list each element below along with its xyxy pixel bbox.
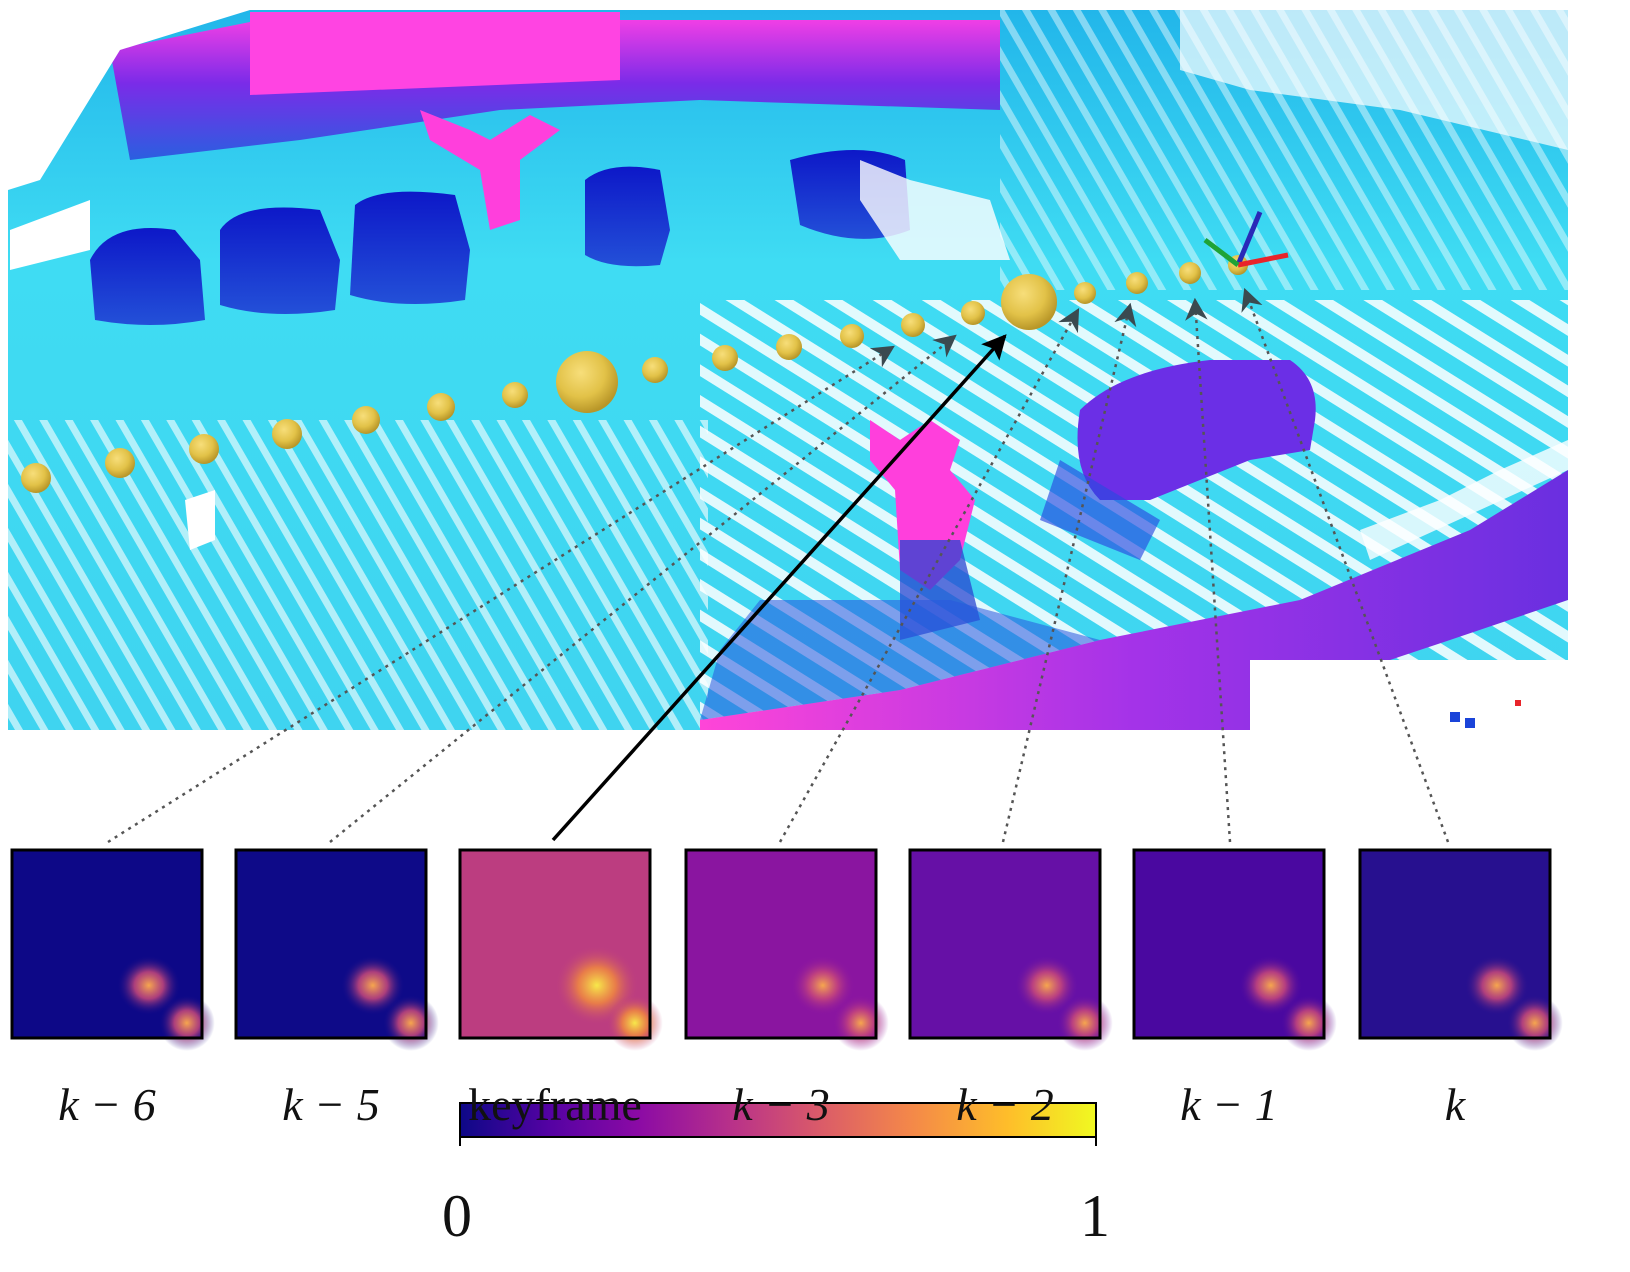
tree-left — [420, 110, 560, 230]
right-building — [1180, 10, 1568, 150]
panel-label-2: keyframe — [468, 1079, 642, 1130]
heatmap-frame — [684, 848, 878, 1040]
panel-label-3: k − 3 — [732, 1079, 830, 1130]
heatmap-hotspot — [1014, 955, 1079, 1016]
trajectory-pose-14 — [1001, 274, 1057, 330]
heatmap-corner-spot — [606, 994, 663, 1051]
heatmap-panels — [10, 848, 1563, 1051]
heatmap-panel-5 — [1132, 848, 1337, 1051]
panel-label-1: k − 5 — [282, 1079, 380, 1130]
trajectory-pose-17 — [1179, 262, 1201, 284]
trajectory-pose-15 — [1074, 282, 1096, 304]
trajectory-pose-6 — [502, 382, 528, 408]
car-2 — [220, 207, 340, 314]
top-left-white — [8, 10, 250, 190]
heatmap-panel-4 — [908, 848, 1113, 1051]
colorbar — [459, 1102, 1097, 1146]
heatmap-panel-0 — [10, 848, 215, 1051]
trajectory-pose-3 — [272, 419, 302, 449]
blue-speck-1 — [1450, 712, 1460, 722]
trajectory-pose-2 — [189, 434, 219, 464]
trajectory-pose-11 — [840, 324, 864, 348]
white-gap-center — [860, 160, 1010, 260]
trajectory-pose-8 — [642, 357, 668, 383]
trajectory-pose-7 — [556, 351, 618, 413]
panel-label-0: k − 6 — [58, 1079, 156, 1130]
bottom-white-right — [1250, 660, 1568, 730]
car-right — [1077, 360, 1316, 500]
panel-label-5: k − 1 — [1180, 1079, 1278, 1130]
top-wall-magenta — [250, 12, 620, 95]
trajectory-pose-13 — [961, 301, 985, 325]
red-marker — [1515, 700, 1521, 706]
car-4 — [585, 166, 670, 267]
heatmap-corner-spot — [1506, 994, 1563, 1051]
heatmap-corner-spot — [382, 994, 439, 1051]
heatmap-panel-6 — [1358, 848, 1563, 1051]
heatmap-corner-spot — [1056, 994, 1113, 1051]
trajectory-pose-4 — [352, 406, 380, 434]
axis-y — [1203, 238, 1240, 267]
frame-connector-3 — [778, 308, 1080, 843]
white-hole-right — [1360, 440, 1568, 560]
trajectory — [21, 255, 1248, 493]
keyframe-arrow — [551, 334, 1007, 842]
colorbar-max-label: 1 — [1080, 1183, 1110, 1249]
blue-speck-2 — [1465, 718, 1475, 728]
panel-label-4: k − 2 — [956, 1079, 1054, 1130]
point-cloud-view — [8, 10, 1568, 730]
frame-connector-5 — [1185, 297, 1232, 843]
heatmap-corner-spot — [832, 994, 889, 1051]
trajectory-pose-1 — [105, 448, 135, 478]
heatmap-corner-spot — [1280, 994, 1337, 1051]
colorbar-gradient — [459, 1102, 1097, 1138]
colorbar-min-label: 0 — [442, 1183, 472, 1249]
car-3 — [350, 191, 470, 304]
car-1 — [90, 228, 205, 325]
heatmap-panel-1 — [234, 848, 439, 1051]
trajectory-pose-5 — [427, 393, 455, 421]
heatmap-frame — [234, 848, 428, 1040]
heatmap-frame — [458, 848, 652, 1040]
frame-connector-6 — [1241, 287, 1450, 843]
frame-connector-0 — [107, 345, 895, 844]
heatmap-hotspot — [1238, 955, 1303, 1016]
heatmap-hotspot — [116, 955, 181, 1016]
panel-label-6: k — [1444, 1079, 1466, 1130]
trajectory-pose-9 — [712, 345, 738, 371]
car-right-shadow — [1040, 460, 1160, 560]
frame-connector-1 — [329, 334, 957, 843]
trajectory-pose-12 — [901, 313, 925, 337]
white-gap-top — [10, 200, 90, 270]
axis-x — [1237, 252, 1289, 268]
heatmap-frame — [10, 848, 204, 1040]
trajectory-pose-0 — [21, 463, 51, 493]
heatmap-hotspot — [1464, 955, 1529, 1016]
heatmap-panel-2 — [458, 848, 663, 1051]
curb-shadow — [700, 600, 1100, 720]
heatmap-corner-spot — [158, 994, 215, 1051]
sensor-frame — [1203, 211, 1289, 268]
heatmap-hotspot — [790, 955, 855, 1016]
trajectory-pose-10 — [776, 334, 802, 360]
heatmap-frame — [1358, 848, 1552, 1040]
trajectory-pose-16 — [1126, 272, 1148, 294]
heatmap-hotspot — [340, 955, 405, 1016]
white-gap-left — [185, 490, 215, 550]
heatmap-frame — [908, 848, 1102, 1040]
connectors — [107, 287, 1450, 844]
heatmap-panel-3 — [684, 848, 889, 1051]
heatmap-frame — [1132, 848, 1326, 1040]
axis-z — [1235, 211, 1263, 266]
